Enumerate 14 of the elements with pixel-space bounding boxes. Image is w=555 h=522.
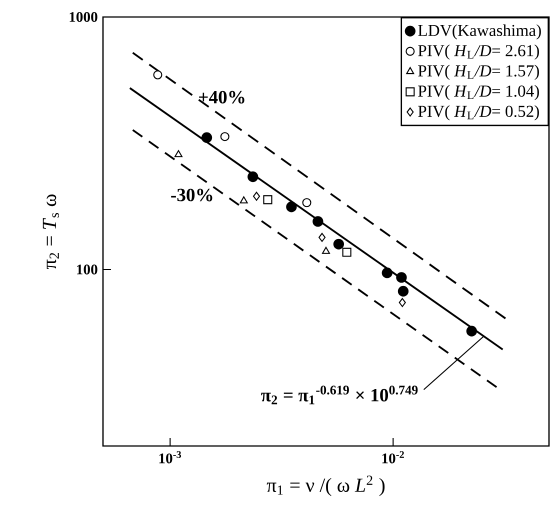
legend-label: PIV( H$_{L}$/D= 2.61) — [418, 44, 539, 60]
annotation: +40% — [199, 90, 244, 104]
annotation: π$_{2}$ = π$_{1}$$^{-0.619}$ × 10$^{0.749}$ — [261, 386, 418, 404]
legend-label: LDV(Kawashima) — [418, 24, 541, 40]
legend-label: PIV( H$_{L}$/D= 1.57) — [418, 64, 539, 80]
y-tick-label: 1000 — [70, 12, 98, 22]
annotation: -30% — [171, 188, 212, 202]
x-tick-label: 10$^{-3}$ — [159, 451, 182, 464]
y-tick-label: 100 — [77, 264, 98, 274]
legend-label: PIV( H$_{L}$/D= 0.52) — [418, 105, 539, 120]
y-axis-title: π$_{2}$ = T$_{s}$ ω — [42, 194, 60, 270]
legend-label: PIV( H$_{L}$/D= 1.04) — [418, 85, 539, 100]
x-tick-label: 10$^{-2}$ — [382, 451, 404, 464]
x-axis-title: π$_{1}$ = ν /( ω L$^{2}$ ) — [266, 476, 385, 496]
